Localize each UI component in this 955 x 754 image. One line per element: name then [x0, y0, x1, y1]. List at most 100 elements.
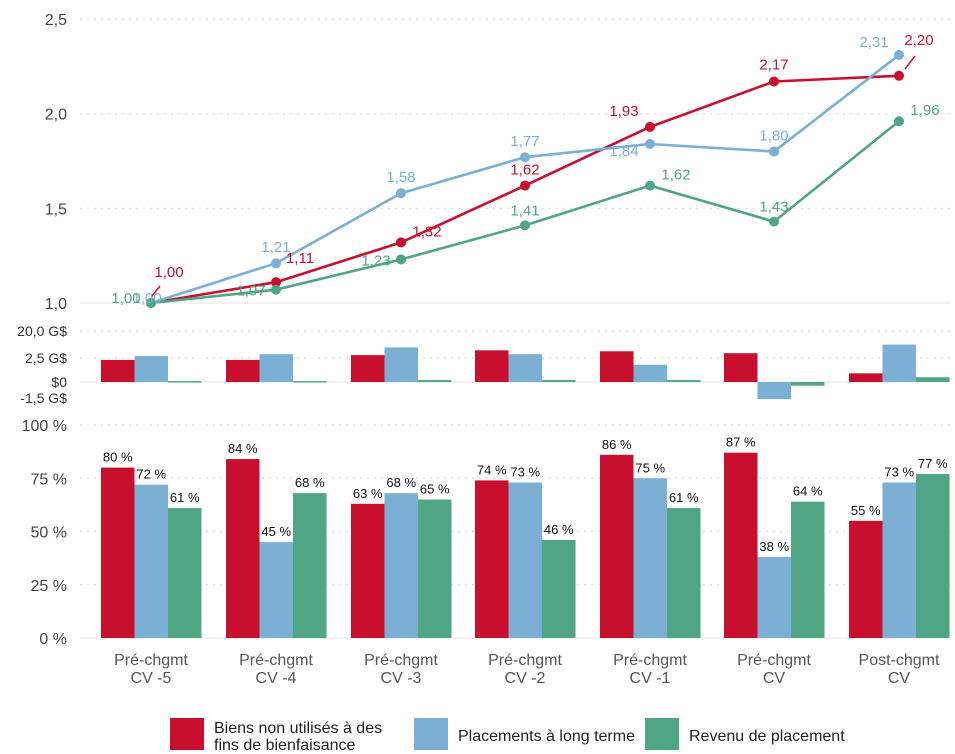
amt-bar-0-1	[226, 359, 260, 382]
category-labels: Pré-chgmt CV -5 Pré-chgmt CV -4 Pré-chgmt CV …	[114, 652, 940, 687]
legend-item-revenu: Revenu de placement	[644, 718, 845, 750]
pct-data-label: 72 %	[136, 467, 166, 482]
line-y-tick-label: 1,0	[45, 296, 67, 313]
pct-y-tick-label: 25 %	[31, 578, 67, 595]
category-label: Pré-chgmt CV -5	[114, 652, 188, 687]
pct-data-label: 55 %	[851, 503, 881, 518]
amt-y-tick-label: $0	[51, 374, 67, 390]
pct-data-label: 74 %	[477, 462, 507, 477]
amt-y-tick-label: -1,5 G$	[20, 390, 67, 406]
amt-bar-2-6	[916, 377, 950, 382]
line-point-2-2	[396, 254, 406, 265]
category-label: Pré-chgmt CV -3	[364, 652, 438, 687]
pct-y-tick-label: 0 %	[39, 631, 67, 648]
pct-bar-0-4	[600, 454, 634, 638]
pct-data-label: 61 %	[669, 490, 699, 505]
pct-bar-0-6	[849, 520, 883, 638]
line-series-1	[150, 53, 900, 305]
legend-swatch-biens	[170, 718, 204, 750]
line-point-1-4	[645, 138, 655, 149]
line-data-label: 1,23	[361, 252, 390, 269]
legend-item-placements: Placements à long terme	[414, 718, 635, 750]
line-point-2-6	[894, 116, 904, 127]
bar-marks	[101, 344, 950, 638]
amt-bar-2-3	[542, 380, 576, 382]
pct-bar-0-2	[351, 503, 385, 638]
line-data-label: 1,96	[910, 102, 939, 119]
pct-data-label: 75 %	[635, 460, 665, 475]
amt-bar-2-5	[791, 382, 825, 386]
pct-bar-0-1	[226, 459, 260, 638]
axis-ticks: 1,0 1,5 2,0 2,5 20,0 G$ 2,5 G$ $0-1,5 G$ 0 % 25 …	[17, 12, 67, 648]
pct-data-label: 84 %	[228, 441, 258, 456]
line-point-0-5	[769, 76, 779, 87]
amt-bar-0-0	[101, 359, 135, 382]
pct-bar-0-0	[101, 467, 135, 638]
legend-label-biens: Biens non utilisés à des fins de bienfai…	[214, 720, 383, 754]
amt-bar-1-1	[259, 354, 293, 382]
pct-bar-1-6	[882, 482, 916, 638]
line-point-2-5	[769, 216, 779, 227]
pct-data-label: 77 %	[918, 456, 948, 471]
line-data-label: 1,93	[609, 103, 638, 120]
line-data-label: 1,21	[261, 239, 290, 256]
pct-data-label: 65 %	[420, 482, 450, 497]
legend-label-revenu: Revenu de placement	[688, 728, 845, 745]
category-label: Post-chgmt CV	[859, 652, 940, 687]
pct-y-tick-label: 50 %	[31, 525, 67, 542]
pct-data-label: 86 %	[602, 437, 632, 452]
pct-data-label: 73 %	[884, 465, 914, 480]
category-label: Pré-chgmt CV -4	[239, 652, 313, 687]
line-data-label: 1,77	[510, 133, 539, 150]
pct-data-label: 68 %	[295, 475, 325, 490]
pct-data-label: 38 %	[759, 539, 789, 554]
line-data-label: 1,00	[154, 264, 183, 281]
pct-bar-2-5	[791, 501, 825, 638]
amt-bar-2-0	[168, 381, 202, 383]
amt-bar-0-3	[475, 350, 509, 382]
line-point-2-4	[645, 180, 655, 191]
amt-bar-2-4	[667, 380, 701, 382]
legend-label-placements: Placements à long terme	[458, 728, 635, 745]
line-point-1-1	[271, 258, 281, 269]
amt-bar-1-5	[757, 382, 791, 400]
leader-line	[904, 55, 916, 70]
line-data-label: 2,31	[859, 34, 888, 51]
legend: Biens non utilisés à des fins de bienfai…	[170, 718, 855, 754]
pct-bar-2-4	[667, 508, 701, 638]
pct-bar-1-1	[259, 542, 293, 638]
amt-bar-1-0	[134, 356, 168, 382]
pct-bar-2-1	[293, 493, 327, 638]
leader-line	[151, 285, 161, 297]
line-point-0-2	[396, 237, 406, 248]
line-data-label: 1,80	[759, 128, 788, 145]
line-y-tick-label: 2,5	[45, 12, 67, 29]
pct-y-tick-label: 100 %	[22, 418, 67, 435]
pct-bar-2-6	[916, 473, 950, 638]
pct-data-label: 87 %	[726, 435, 756, 450]
legend-swatch-placements	[414, 718, 448, 750]
amt-bar-1-3	[508, 354, 542, 382]
legend-item-biens: Biens non utilisés à des fins de bienfai…	[170, 718, 404, 754]
line-marks	[146, 49, 904, 308]
pct-bar-1-5	[757, 557, 791, 638]
line-data-label: 2,17	[759, 56, 788, 73]
pct-bar-1-2	[384, 493, 418, 638]
line-data-label: 1,32	[412, 223, 441, 240]
pct-data-label: 80 %	[103, 450, 133, 465]
category-label: Pré-chgmt CV	[737, 652, 811, 687]
line-point-2-3	[520, 220, 530, 231]
amt-bar-1-4	[633, 364, 667, 382]
pct-bar-1-4	[633, 478, 667, 638]
pct-bar-0-5	[724, 452, 758, 638]
data-labels: 1,00 1,11 1,32 1,62 1,93 2,17 2,20 1,00 1,21 1,58…	[103, 32, 948, 554]
amt-y-tick-label: 20,0 G$	[17, 323, 67, 339]
pct-data-label: 63 %	[353, 486, 383, 501]
line-point-0-1	[271, 277, 281, 288]
pct-data-label: 45 %	[261, 524, 291, 539]
line-y-tick-label: 2,0	[45, 107, 67, 124]
legend-swatch-revenu	[644, 718, 679, 750]
line-data-label: 1,58	[386, 169, 415, 186]
pct-data-label: 73 %	[510, 465, 540, 480]
line-data-label: 1,84	[609, 143, 638, 160]
